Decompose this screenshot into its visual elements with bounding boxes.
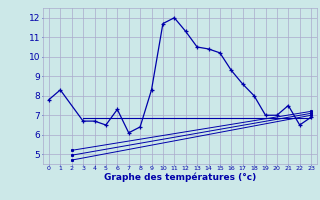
X-axis label: Graphe des températures (°c): Graphe des températures (°c) — [104, 172, 256, 182]
